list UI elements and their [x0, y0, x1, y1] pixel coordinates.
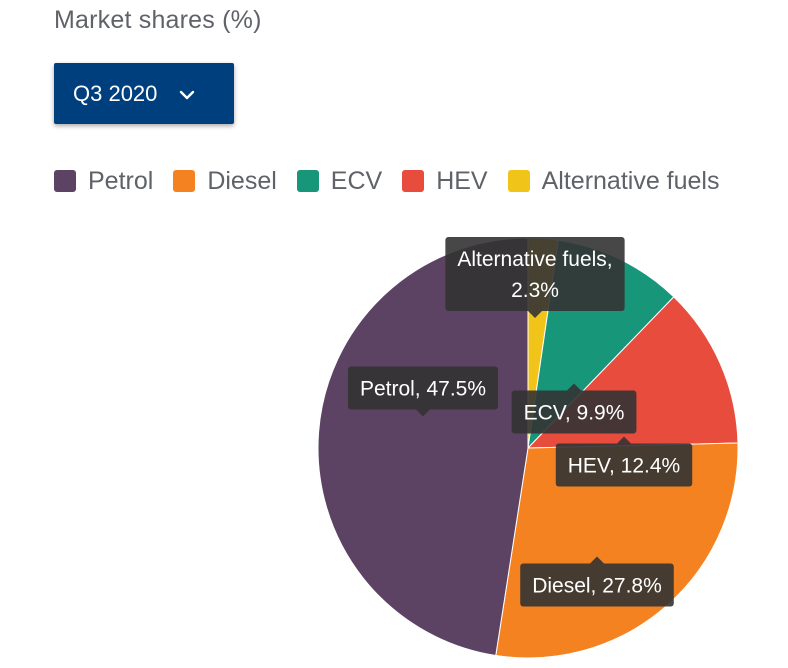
tooltip-box-petrol: [347, 366, 499, 410]
tooltip-label-alternative-fuels-line-2: 2.3%: [511, 279, 559, 302]
chart-legend: Petrol Diesel ECV HEV Alternative fuels: [54, 165, 719, 197]
legend-item-hev[interactable]: HEV: [402, 166, 488, 196]
legend-item-diesel[interactable]: Diesel: [173, 166, 277, 196]
legend-swatch-ecv: [296, 170, 319, 192]
tooltip-pointer-diesel: [590, 556, 604, 564]
legend-swatch-petrol: [54, 170, 76, 192]
period-dropdown[interactable]: Q3 2020: [54, 63, 234, 124]
tooltip-box-diesel: [520, 563, 674, 607]
chart-heading: Market shares (%): [54, 6, 262, 34]
legend-label-ecv: ECV: [330, 166, 383, 195]
tooltip-label-hev: HEV, 12.4%: [568, 454, 680, 477]
legend-swatch-diesel: [173, 170, 196, 192]
legend-label-diesel: Diesel: [207, 166, 277, 195]
legend-item-ecv[interactable]: ECV: [296, 166, 383, 196]
tooltip-label-petrol: Petrol, 47.5%: [360, 377, 486, 400]
tooltip-pointer-ecv: [567, 383, 581, 391]
chevron-down-icon: [180, 90, 195, 99]
tooltip-pointer-alternative-fuels: [528, 311, 542, 318]
legend-item-alternative-fuels[interactable]: Alternative fuels: [507, 166, 720, 196]
tooltip-box-ecv: [511, 390, 637, 434]
tooltip-ecv: ECV, 9.9%: [511, 383, 637, 434]
tooltip-hev: HEV, 12.4%: [555, 436, 693, 487]
tooltip-label-ecv: ECV, 9.9%: [524, 401, 625, 424]
pie-slice-petrol[interactable]: [317, 237, 529, 657]
legend-label-petrol: Petrol: [88, 166, 154, 195]
legend-label-hev: HEV: [436, 166, 488, 195]
tooltip-diesel: Diesel, 27.8%: [520, 556, 674, 607]
tooltip-pointer-hev: [617, 436, 631, 444]
legend-swatch-hev: [402, 170, 425, 192]
tooltip-label-diesel: Diesel, 27.8%: [532, 574, 662, 597]
period-dropdown-value: Q3 2020: [73, 80, 158, 106]
tooltip-label-alternative-fuels-line-1: Alternative fuels,: [457, 248, 612, 271]
legend-item-petrol[interactable]: Petrol: [54, 167, 153, 196]
legend-swatch-alternative-fuels: [507, 170, 530, 192]
tooltip-box-hev: [555, 443, 693, 487]
tooltip-pointer-petrol: [416, 409, 430, 417]
legend-label-alternative-fuels: Alternative fuels: [541, 166, 720, 195]
tooltip-alternative-fuels: Alternative fuels, 2.3%: [445, 237, 625, 318]
tooltip-box-alternative-fuels: [445, 237, 625, 311]
tooltip-petrol: Petrol, 47.5%: [347, 366, 499, 417]
